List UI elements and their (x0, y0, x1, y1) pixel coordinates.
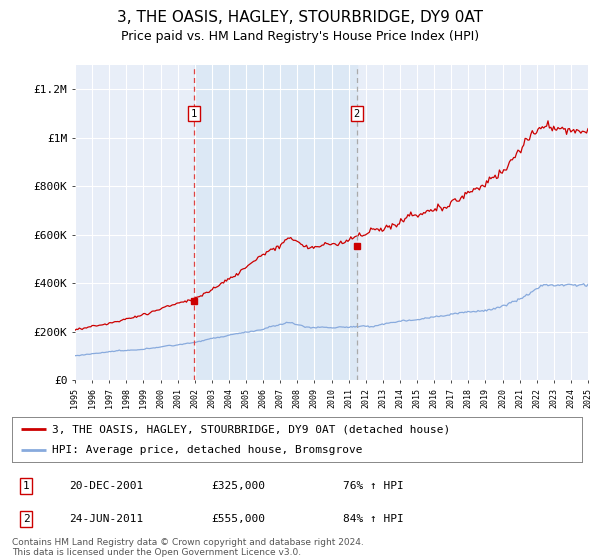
Bar (194, 65, 357, 380)
Text: 84% ↑ HPI: 84% ↑ HPI (343, 514, 403, 524)
Text: 2: 2 (23, 514, 29, 524)
Text: 3, THE OASIS, HAGLEY, STOURBRIDGE, DY9 0AT (detached house): 3, THE OASIS, HAGLEY, STOURBRIDGE, DY9 0… (52, 424, 450, 434)
Text: 2: 2 (353, 109, 360, 119)
Text: 20-DEC-2001: 20-DEC-2001 (69, 481, 143, 491)
Text: Contains HM Land Registry data © Crown copyright and database right 2024.
This d: Contains HM Land Registry data © Crown c… (12, 538, 364, 557)
Text: 3, THE OASIS, HAGLEY, STOURBRIDGE, DY9 0AT: 3, THE OASIS, HAGLEY, STOURBRIDGE, DY9 0… (117, 10, 483, 25)
Text: £325,000: £325,000 (212, 481, 265, 491)
Text: HPI: Average price, detached house, Bromsgrove: HPI: Average price, detached house, Brom… (52, 445, 362, 455)
Text: 24-JUN-2011: 24-JUN-2011 (69, 514, 143, 524)
Text: 1: 1 (191, 109, 197, 119)
Text: £555,000: £555,000 (212, 514, 265, 524)
Text: Price paid vs. HM Land Registry's House Price Index (HPI): Price paid vs. HM Land Registry's House … (121, 30, 479, 43)
Text: 1: 1 (23, 481, 29, 491)
Text: 76% ↑ HPI: 76% ↑ HPI (343, 481, 403, 491)
